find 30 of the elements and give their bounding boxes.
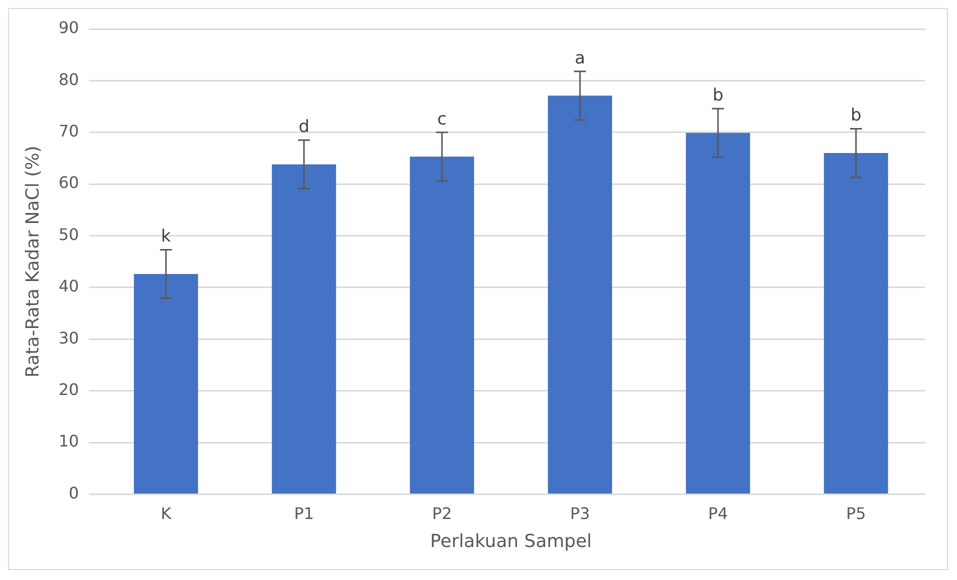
y-tick-label: 70 (58, 122, 79, 141)
annotation: c (437, 109, 447, 130)
y-tick-label: 60 (58, 173, 79, 192)
x-tick-label: P3 (570, 504, 590, 523)
y-tick-label: 80 (58, 70, 79, 89)
annotation: b (850, 106, 862, 126)
annotation: k (161, 226, 172, 247)
bar (134, 274, 198, 494)
x-tick-label: P5 (846, 504, 866, 523)
annotation: a (574, 48, 586, 68)
bar (686, 132, 750, 494)
y-tick-label: 30 (58, 328, 79, 348)
y-tick-label: 90 (58, 18, 79, 38)
x-axis-title: Perlakuan Sampel (430, 530, 592, 552)
y-tick-label: 50 (58, 224, 79, 244)
y-axis-title: Rata-Rata Kadar NaCl (%) (22, 146, 44, 378)
x-tick-label: P1 (294, 504, 314, 523)
bar (272, 164, 336, 494)
x-tick-label: K (160, 504, 172, 523)
x-tick-label: P4 (708, 504, 728, 523)
bar (548, 96, 612, 494)
bar (824, 153, 888, 494)
x-tick-label: P2 (432, 504, 452, 523)
annotation: d (298, 117, 310, 138)
y-tick-label: 20 (58, 380, 79, 399)
annotation: b (712, 86, 724, 106)
y-tick-label: 0 (68, 483, 79, 502)
bar (410, 156, 474, 494)
y-tick-label: 40 (58, 276, 79, 296)
y-tick-label: 10 (58, 432, 79, 451)
